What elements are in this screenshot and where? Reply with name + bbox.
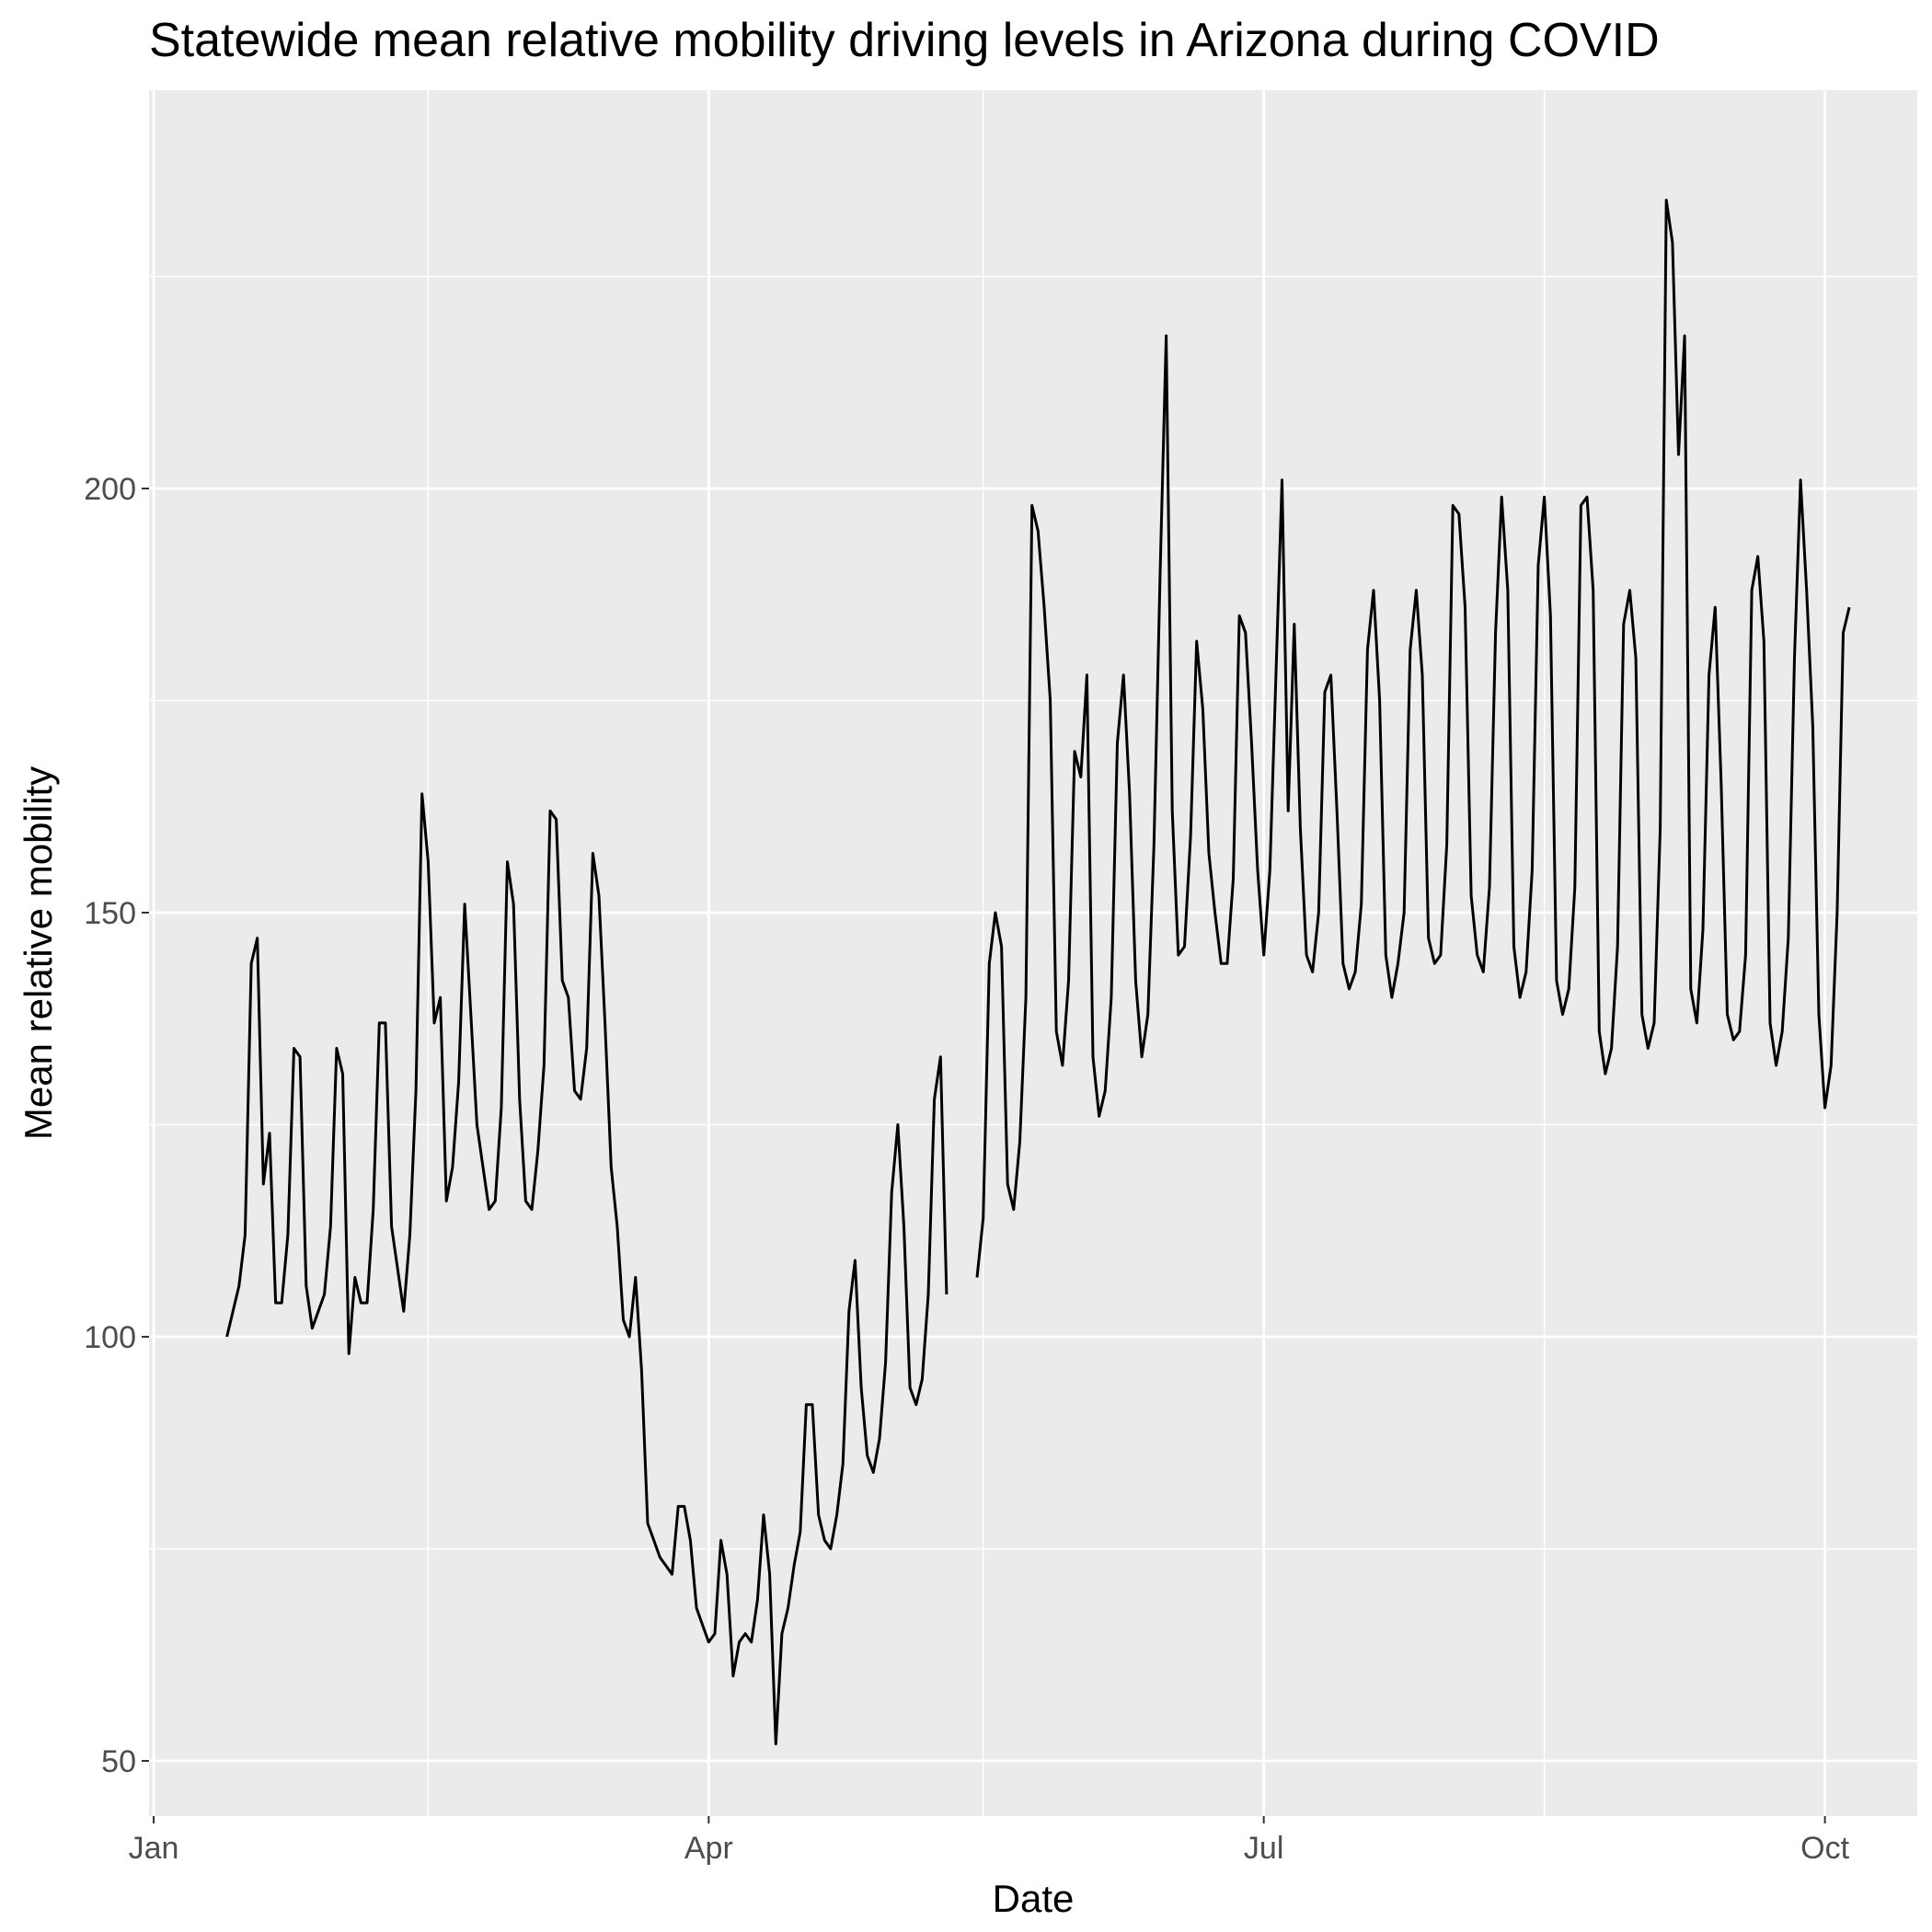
chart-title: Statewide mean relative mobility driving…: [149, 14, 1660, 67]
x-axis: Jan Apr Jul Oct: [129, 1816, 1850, 1866]
x-tick-label: Apr: [684, 1831, 733, 1866]
y-tick-label: 100: [84, 1320, 136, 1355]
y-tick-label: 50: [101, 1744, 136, 1779]
x-tick-label: Jul: [1244, 1831, 1283, 1866]
plot-panel: [149, 90, 1917, 1816]
y-tick-label: 150: [84, 896, 136, 931]
series-line: [225, 199, 1851, 1746]
mobility-series-line: [225, 199, 1851, 1746]
x-axis-title: Date: [993, 1877, 1075, 1920]
y-axis-title: Mean relative mobility: [17, 766, 60, 1140]
x-tick-label: Jan: [129, 1831, 179, 1866]
x-tick-label: Oct: [1800, 1831, 1849, 1866]
y-tick-label: 200: [84, 472, 136, 507]
y-axis: 50 100 150 200: [84, 472, 149, 1779]
